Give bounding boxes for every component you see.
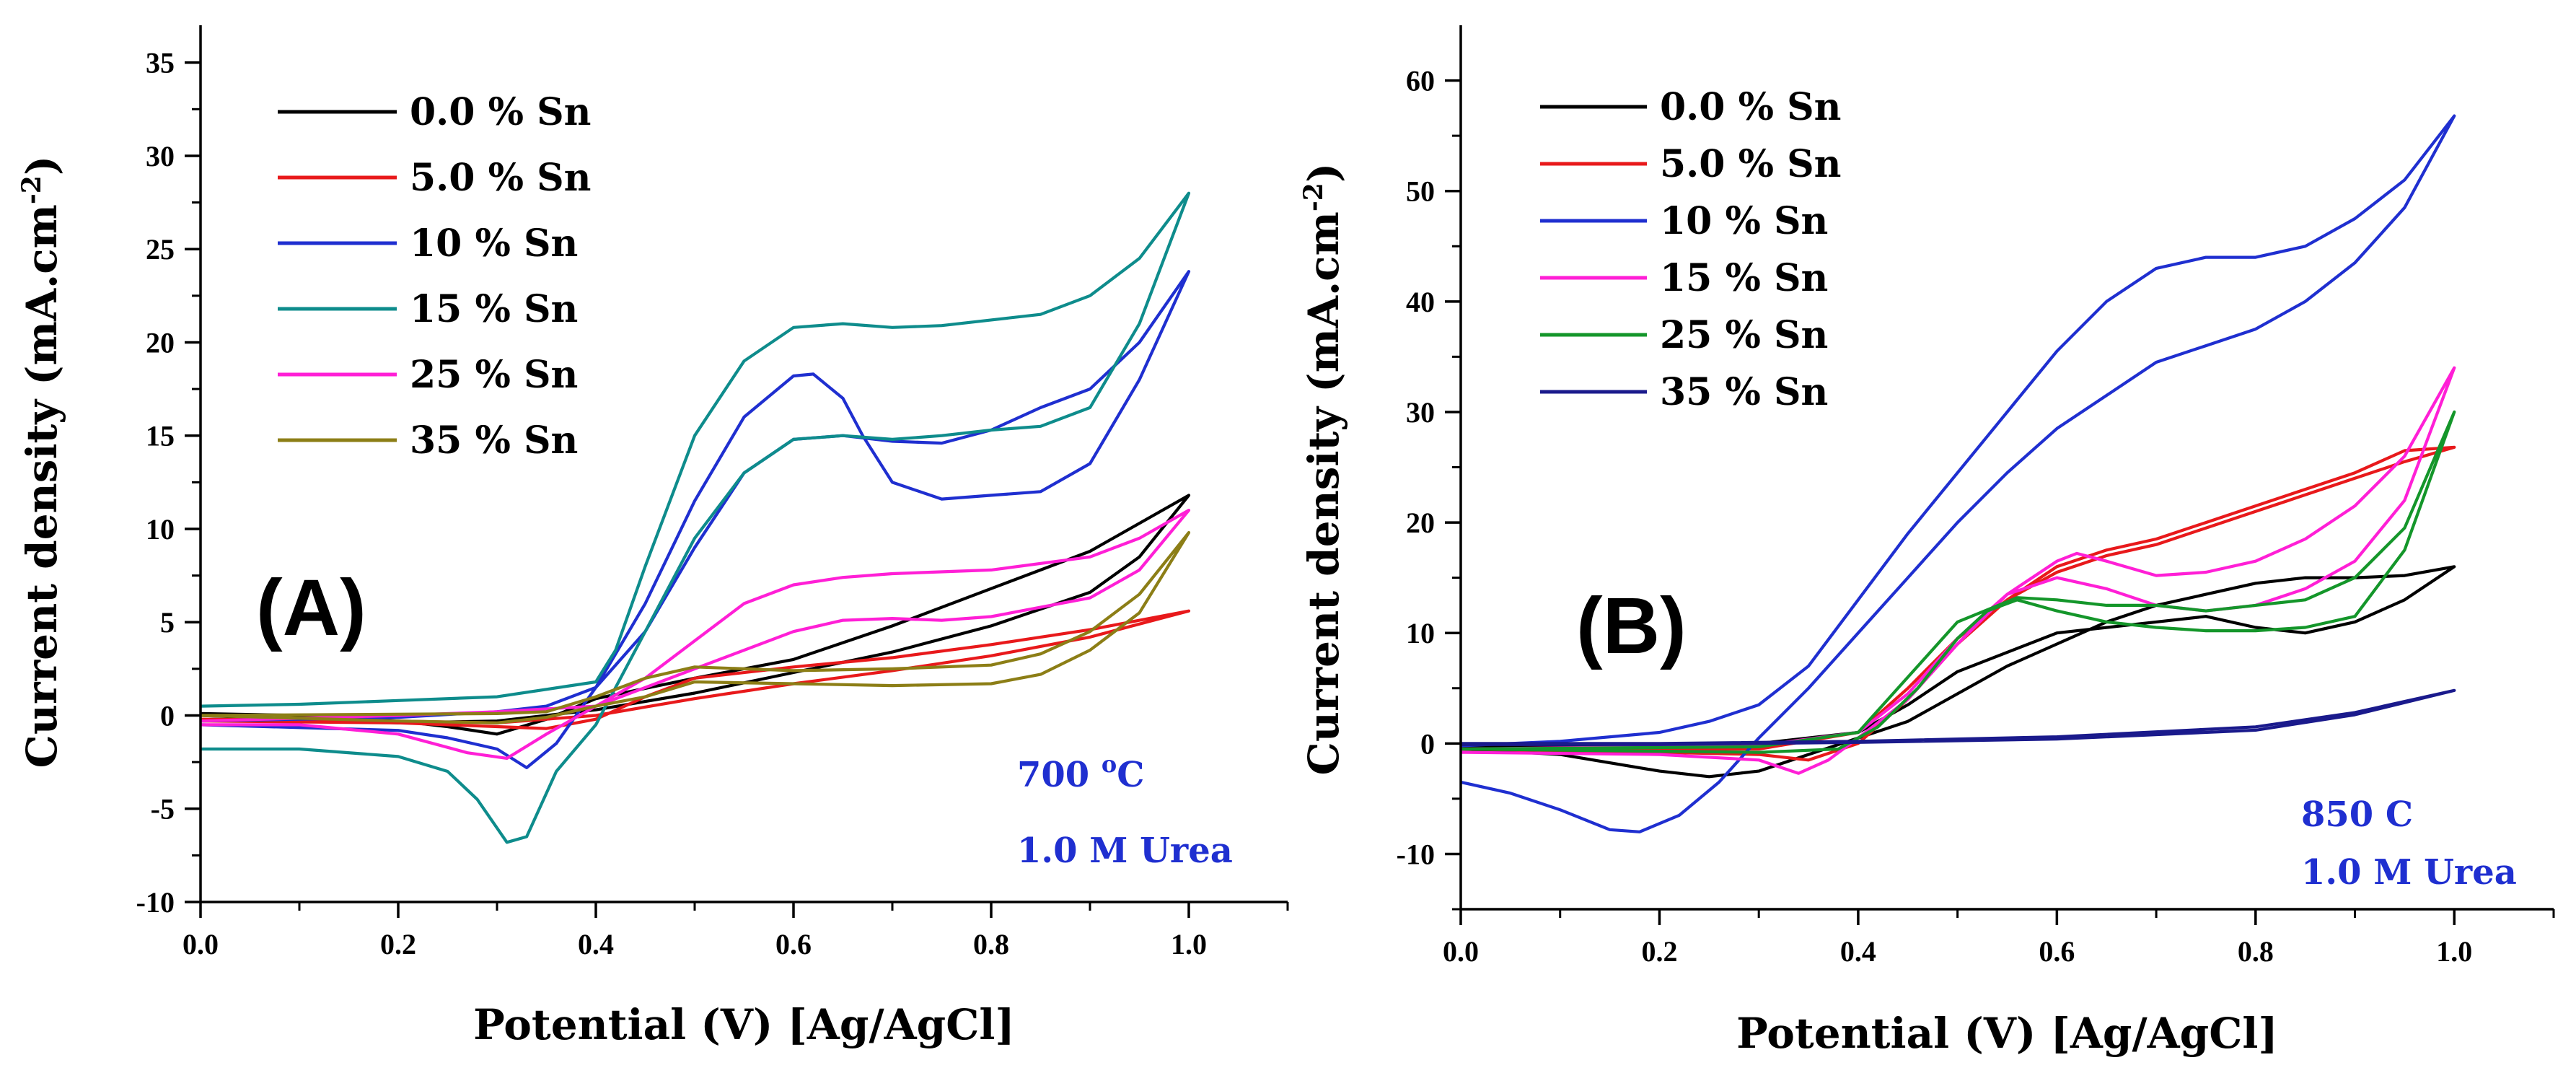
series-line-35-sn bbox=[201, 531, 1191, 724]
legend-entry-label: 5.0 % Sn bbox=[410, 156, 591, 200]
series-line-15-sn bbox=[1461, 366, 2456, 775]
panel-label: (A) bbox=[256, 564, 366, 652]
y-tick-label: 40 bbox=[1406, 286, 1435, 318]
y-tick-label: 30 bbox=[1406, 396, 1435, 429]
x-tick-label: 0.4 bbox=[1840, 935, 1876, 968]
x-tick-label: 0.4 bbox=[578, 928, 614, 960]
series-line-0-0-sn bbox=[1461, 565, 2456, 779]
x-tick-label: 0.8 bbox=[2238, 935, 2274, 968]
y-tick-label: 50 bbox=[1406, 175, 1435, 208]
legend-entry-label: 10 % Sn bbox=[1660, 199, 1828, 243]
y-axis-label: Current density (mA.cm-2) bbox=[1298, 163, 1348, 776]
y-tick-label: 5 bbox=[160, 606, 175, 639]
x-tick-label: 1.0 bbox=[1171, 928, 1207, 960]
chart-panel-a: 0.0 0.2 0.4 0.6 0.8 1.0 -10 -5 0 5 10 15 20 25 30 35 Pot… bbox=[17, 25, 1289, 1049]
y-tick-label: 35 bbox=[146, 47, 175, 79]
legend-entry-label: 5.0 % Sn bbox=[1660, 142, 1841, 186]
y-axis-label-close: ) bbox=[17, 156, 66, 175]
y-axis-label-close: ) bbox=[1299, 163, 1348, 183]
annotation-degree-sign: o bbox=[1102, 750, 1117, 778]
annotation-temperature: 850 C bbox=[2301, 794, 2413, 835]
panel-label: (B) bbox=[1576, 582, 1687, 670]
legend: 0.0 % Sn 5.0 % Sn 10 % Sn 15 % Sn 25 % Sn 35 … bbox=[278, 90, 591, 463]
y-tick-label: 60 bbox=[1406, 65, 1435, 97]
y-tick-label: 30 bbox=[146, 140, 175, 172]
legend-entry-label: 10 % Sn bbox=[410, 222, 578, 266]
x-tick-label: 1.0 bbox=[2436, 935, 2472, 968]
legend-entry-label: 15 % Sn bbox=[1660, 256, 1828, 300]
x-axis-label: Potential (V) [Ag/AgCl] bbox=[473, 1000, 1015, 1049]
x-tick-label: 0.8 bbox=[973, 928, 1009, 960]
x-tick-label: 0.0 bbox=[1443, 935, 1479, 968]
legend-entry-label: 0.0 % Sn bbox=[1660, 85, 1841, 129]
y-axis-label: Current density (mA.cm-2) bbox=[17, 156, 66, 768]
x-tick-label: 0.6 bbox=[2039, 935, 2075, 968]
y-tick-label: 25 bbox=[146, 233, 175, 266]
x-tick-label: 0.2 bbox=[1641, 935, 1677, 968]
series-line-35-sn bbox=[1461, 688, 2456, 746]
series-group bbox=[201, 191, 1191, 844]
y-tick-label: -5 bbox=[151, 793, 175, 826]
legend-entry-label: 0.0 % Sn bbox=[410, 90, 591, 134]
series-line-25-sn bbox=[201, 509, 1191, 760]
y-axis-label-superscript: -2 bbox=[17, 175, 47, 204]
x-tick-label: 0.0 bbox=[183, 928, 219, 960]
legend-entry-label: 25 % Sn bbox=[1660, 313, 1828, 357]
y-axis-label-superscript: -2 bbox=[1298, 183, 1329, 211]
y-tick-label: 20 bbox=[1406, 507, 1435, 539]
x-tick-label: 0.6 bbox=[775, 928, 812, 960]
legend-entry-label: 15 % Sn bbox=[410, 287, 578, 331]
chart-panel-b: 0.0 0.2 0.4 0.6 0.8 1.0 -10 0 10 20 30 40 50 60 Potent… bbox=[1298, 25, 2555, 1058]
y-tick-label: 15 bbox=[146, 420, 175, 452]
y-tick-label: -10 bbox=[136, 886, 175, 919]
legend-entry-label: 35 % Sn bbox=[410, 419, 578, 463]
annotation-temperature: 700 oC bbox=[1017, 750, 1144, 795]
annotation-electrolyte: 1.0 M Urea bbox=[1017, 831, 1233, 871]
y-tick-label: -10 bbox=[1397, 838, 1435, 870]
y-tick-label: 0 bbox=[160, 699, 175, 732]
x-tick-label: 0.2 bbox=[380, 928, 416, 960]
y-tick-label: 0 bbox=[1420, 727, 1435, 760]
legend-entry-label: 35 % Sn bbox=[1660, 370, 1828, 414]
series-line-10-sn bbox=[1461, 114, 2456, 833]
legend-entry-label: 25 % Sn bbox=[410, 353, 578, 397]
series-line-15-sn bbox=[201, 191, 1191, 844]
y-tick-label: 10 bbox=[146, 513, 175, 546]
series-line-25-sn bbox=[1461, 410, 2456, 754]
series-group bbox=[1461, 114, 2456, 833]
series-line-10-sn bbox=[201, 270, 1191, 769]
legend: 0.0 % Sn 5.0 % Sn 10 % Sn 15 % Sn 25 % Sn 35 … bbox=[1540, 85, 1841, 414]
y-tick-label: 20 bbox=[146, 326, 175, 359]
annotation-electrolyte: 1.0 M Urea bbox=[2301, 852, 2517, 893]
y-tick-label: 10 bbox=[1406, 617, 1435, 649]
x-axis-label: Potential (V) [Ag/AgCl] bbox=[1736, 1009, 2278, 1058]
annotation-unit: C bbox=[1117, 755, 1144, 795]
